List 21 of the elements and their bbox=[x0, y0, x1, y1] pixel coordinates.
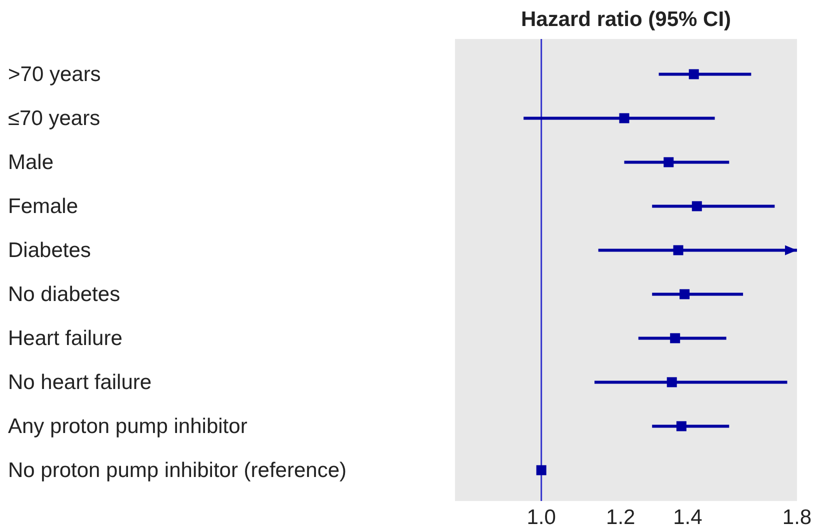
x-tick-label: 1.4 bbox=[673, 506, 703, 529]
point bbox=[670, 333, 680, 344]
point bbox=[673, 245, 684, 256]
y-tick-label: >70 years bbox=[8, 63, 101, 86]
x-tick-label: 1.0 bbox=[526, 506, 556, 529]
y-tick-label: No proton pump inhibitor (reference) bbox=[8, 459, 347, 482]
y-tick-label: Male bbox=[8, 151, 54, 174]
y-tick-label: Female bbox=[8, 195, 78, 218]
point bbox=[666, 377, 677, 388]
x-tick-label: 1.2 bbox=[606, 506, 636, 529]
y-tick-label: Heart failure bbox=[8, 327, 122, 350]
point bbox=[680, 289, 690, 300]
y-tick-label: ≤70 years bbox=[8, 107, 100, 130]
x-tick-label: 1.8 bbox=[782, 506, 812, 529]
chart-title: Hazard ratio (95% CI) bbox=[520, 8, 732, 32]
y-tick-label: Any proton pump inhibitor bbox=[8, 415, 248, 438]
y-tick-label: Diabetes bbox=[8, 239, 91, 262]
point bbox=[536, 465, 546, 476]
y-tick-label: No heart failure bbox=[8, 371, 152, 394]
point bbox=[676, 421, 686, 432]
y-tick-label: No diabetes bbox=[8, 283, 120, 306]
